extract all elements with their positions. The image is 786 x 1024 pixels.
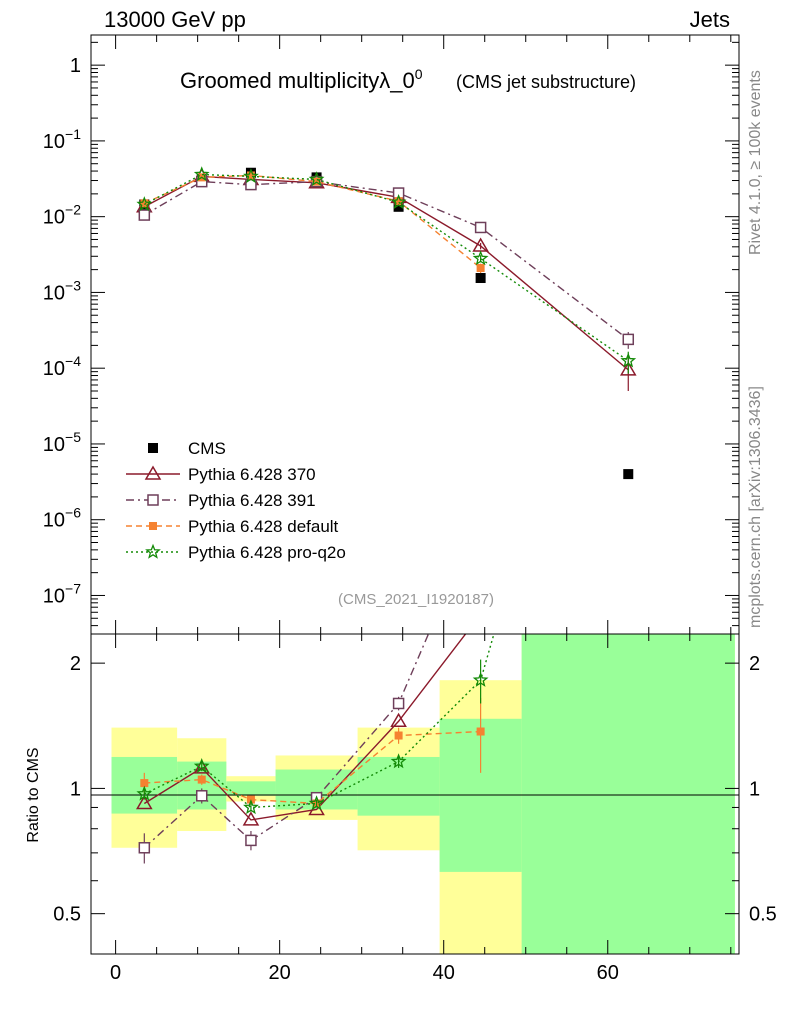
legend-marker-p391 <box>147 494 159 506</box>
main-y-tick-label: 10−4 <box>43 353 81 380</box>
legend-label: Pythia 6.428 391 <box>188 491 316 510</box>
main-plot-panel: 1 10−1 10−2 10−3 10−4 10−5 10−6 10−7 Groomed mu… <box>43 34 740 635</box>
legend-entry-proq2o: Pythia 6.428 pro-q2o <box>126 543 346 562</box>
ratio-y-tick-label-right: 1 <box>749 778 760 800</box>
series-line-proq2o <box>143 173 629 362</box>
legend-label: Pythia 6.428 default <box>188 517 339 536</box>
data-point-cms <box>475 273 486 284</box>
ratio-point-proq2o <box>390 753 407 769</box>
ratio-point-proq2o <box>308 795 325 811</box>
plot-subtitle: (CMS jet substructure) <box>456 72 636 92</box>
ratio-point-proq2o <box>193 758 210 774</box>
rivet-version-label: Rivet 4.1.0, ≥ 100k events <box>747 70 764 255</box>
series-line-default <box>144 174 482 269</box>
data-point-proq2o <box>390 193 407 209</box>
data-point-p391 <box>622 333 635 346</box>
data-point-proq2o <box>136 196 153 212</box>
analysis-id-label: (CMS_2021_I1920187) <box>338 591 494 608</box>
data-point-proq2o <box>243 168 259 184</box>
ratio-point-p370 <box>136 794 153 810</box>
main-y-tick-label: 10−1 <box>43 126 81 153</box>
series-line-p391 <box>143 180 629 340</box>
data-point-cms <box>393 201 404 212</box>
series-p391 <box>138 175 635 349</box>
data-point-p370 <box>619 361 637 376</box>
x-tick-label: 60 <box>597 962 619 984</box>
legend-marker-cms <box>148 443 158 453</box>
ratio-point-default <box>476 727 485 736</box>
ratio-point-p391 <box>138 842 151 854</box>
ratio-point-p391 <box>195 790 208 802</box>
series-proq2o <box>136 166 637 374</box>
main-y-tick-label: 10−7 <box>43 580 81 607</box>
ratio-point-proq2o <box>136 785 153 801</box>
main-y-tick-label: 10−3 <box>43 277 81 304</box>
uncertainty-band-inner <box>521 634 735 954</box>
main-y-axis <box>91 35 739 634</box>
series-cms <box>139 167 634 480</box>
data-point-default <box>476 264 485 273</box>
ratio-line-default <box>144 730 481 805</box>
main-y-tick-label: 10−5 <box>43 429 81 456</box>
legend-entry-p370: Pythia 6.428 370 <box>126 465 316 484</box>
ratio-y-tick-label-left: 1 <box>70 778 81 800</box>
series-p370 <box>136 167 637 391</box>
data-point-cms <box>623 469 634 480</box>
legend-entry-p391: Pythia 6.428 391 <box>126 491 316 510</box>
ratio-series-proq2o <box>136 634 495 815</box>
ratio-y-tick-label-right: 0.5 <box>749 904 777 926</box>
x-tick-label: 20 <box>269 962 291 984</box>
data-point-default <box>140 199 149 208</box>
main-y-tick-label: 1 <box>70 55 81 77</box>
x-tick-label: 40 <box>433 962 455 984</box>
ratio-point-p370 <box>390 712 407 728</box>
data-point-p391 <box>138 209 151 221</box>
ratio-y-tick-label-left: 0.5 <box>53 904 81 926</box>
ratio-point-default <box>394 731 403 740</box>
uncertainty-band-inner <box>226 781 276 796</box>
ratio-y-tick-label-left: 2 <box>70 653 81 675</box>
main-y-tick-label: 10−2 <box>43 202 81 229</box>
data-point-proq2o <box>620 352 637 368</box>
ratio-point-p391 <box>245 834 257 847</box>
legend: CMS Pythia 6.428 370 Pythia 6.428 391 Pythi… <box>126 439 346 562</box>
ratio-y-tick-label-right: 2 <box>749 653 760 675</box>
ratio-point-default <box>140 779 149 788</box>
x-tick-label: 0 <box>110 962 121 984</box>
legend-marker-proq2o <box>145 543 161 559</box>
legend-label: Pythia 6.428 pro-q2o <box>188 543 346 562</box>
legend-marker-default <box>149 522 157 530</box>
data-point-proq2o <box>308 171 325 187</box>
ratio-plot-panel: 0 20 40 60 0.5 0.5 1 1 2 2 Ratio to CMS <box>25 633 777 984</box>
plot-title-superscript: 0 <box>415 66 423 82</box>
mcplots-label: mcplots.cern.ch [arXiv:1306.3436] <box>747 386 764 628</box>
data-point-p391 <box>474 221 487 234</box>
ratio-point-proq2o <box>243 799 259 815</box>
series-line-p370 <box>143 175 629 371</box>
ratio-plot-frame <box>90 633 740 955</box>
header-category-label: Jets <box>690 7 730 32</box>
legend-label: Pythia 6.428 370 <box>188 465 316 484</box>
ratio-point-proq2o <box>472 671 489 687</box>
ratio-axes: 0 20 40 60 0.5 0.5 1 1 2 2 <box>53 634 777 984</box>
data-point-default <box>394 197 403 206</box>
ratio-y-axis-label: Ratio to CMS <box>25 747 42 842</box>
legend-entry-cms: CMS <box>148 439 226 458</box>
plot-title-main: Groomed multiplicityλ_0 <box>180 68 415 93</box>
ratio-point-p370 <box>242 811 260 826</box>
ratio-point-default <box>197 775 206 784</box>
legend-entry-default: Pythia 6.428 default <box>126 517 339 536</box>
legend-marker-p370 <box>144 465 162 480</box>
plot-title: Groomed multiplicityλ_00 <box>180 66 423 93</box>
data-point-default <box>246 171 255 180</box>
data-point-proq2o <box>193 166 210 182</box>
ratio-point-p391 <box>392 697 405 710</box>
data-point-proq2o <box>472 250 489 266</box>
header-energy-label: 13000 GeV pp <box>104 7 246 32</box>
main-y-tick-label: 10−6 <box>43 505 81 532</box>
legend-label: CMS <box>188 439 226 458</box>
